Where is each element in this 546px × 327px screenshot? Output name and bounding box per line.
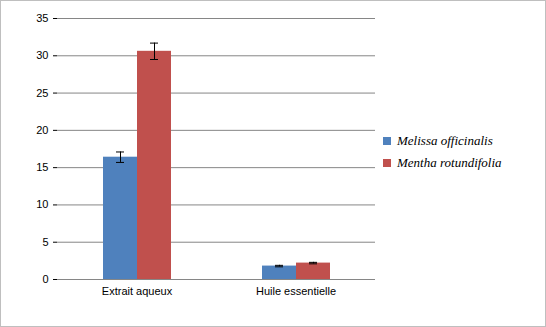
html-text:Melissa officinalis: Melissa officinalis [397,133,493,148]
svg-text:Extrait aqueux: Extrait aqueux [102,285,173,297]
svg-text:30: 30 [36,49,48,61]
svg-text:35: 35 [36,12,48,24]
svg-text:25: 25 [36,87,48,99]
svg-text:5: 5 [42,236,48,248]
svg-text:15: 15 [36,161,48,173]
svg-text:Huile essentielle: Huile essentielle [256,285,336,297]
svg-text:0: 0 [42,273,48,285]
svg-text:10: 10 [36,198,48,210]
svg-text:20: 20 [36,124,48,136]
html-text:Mentha rotundifolia: Mentha rotundifolia [397,155,502,170]
